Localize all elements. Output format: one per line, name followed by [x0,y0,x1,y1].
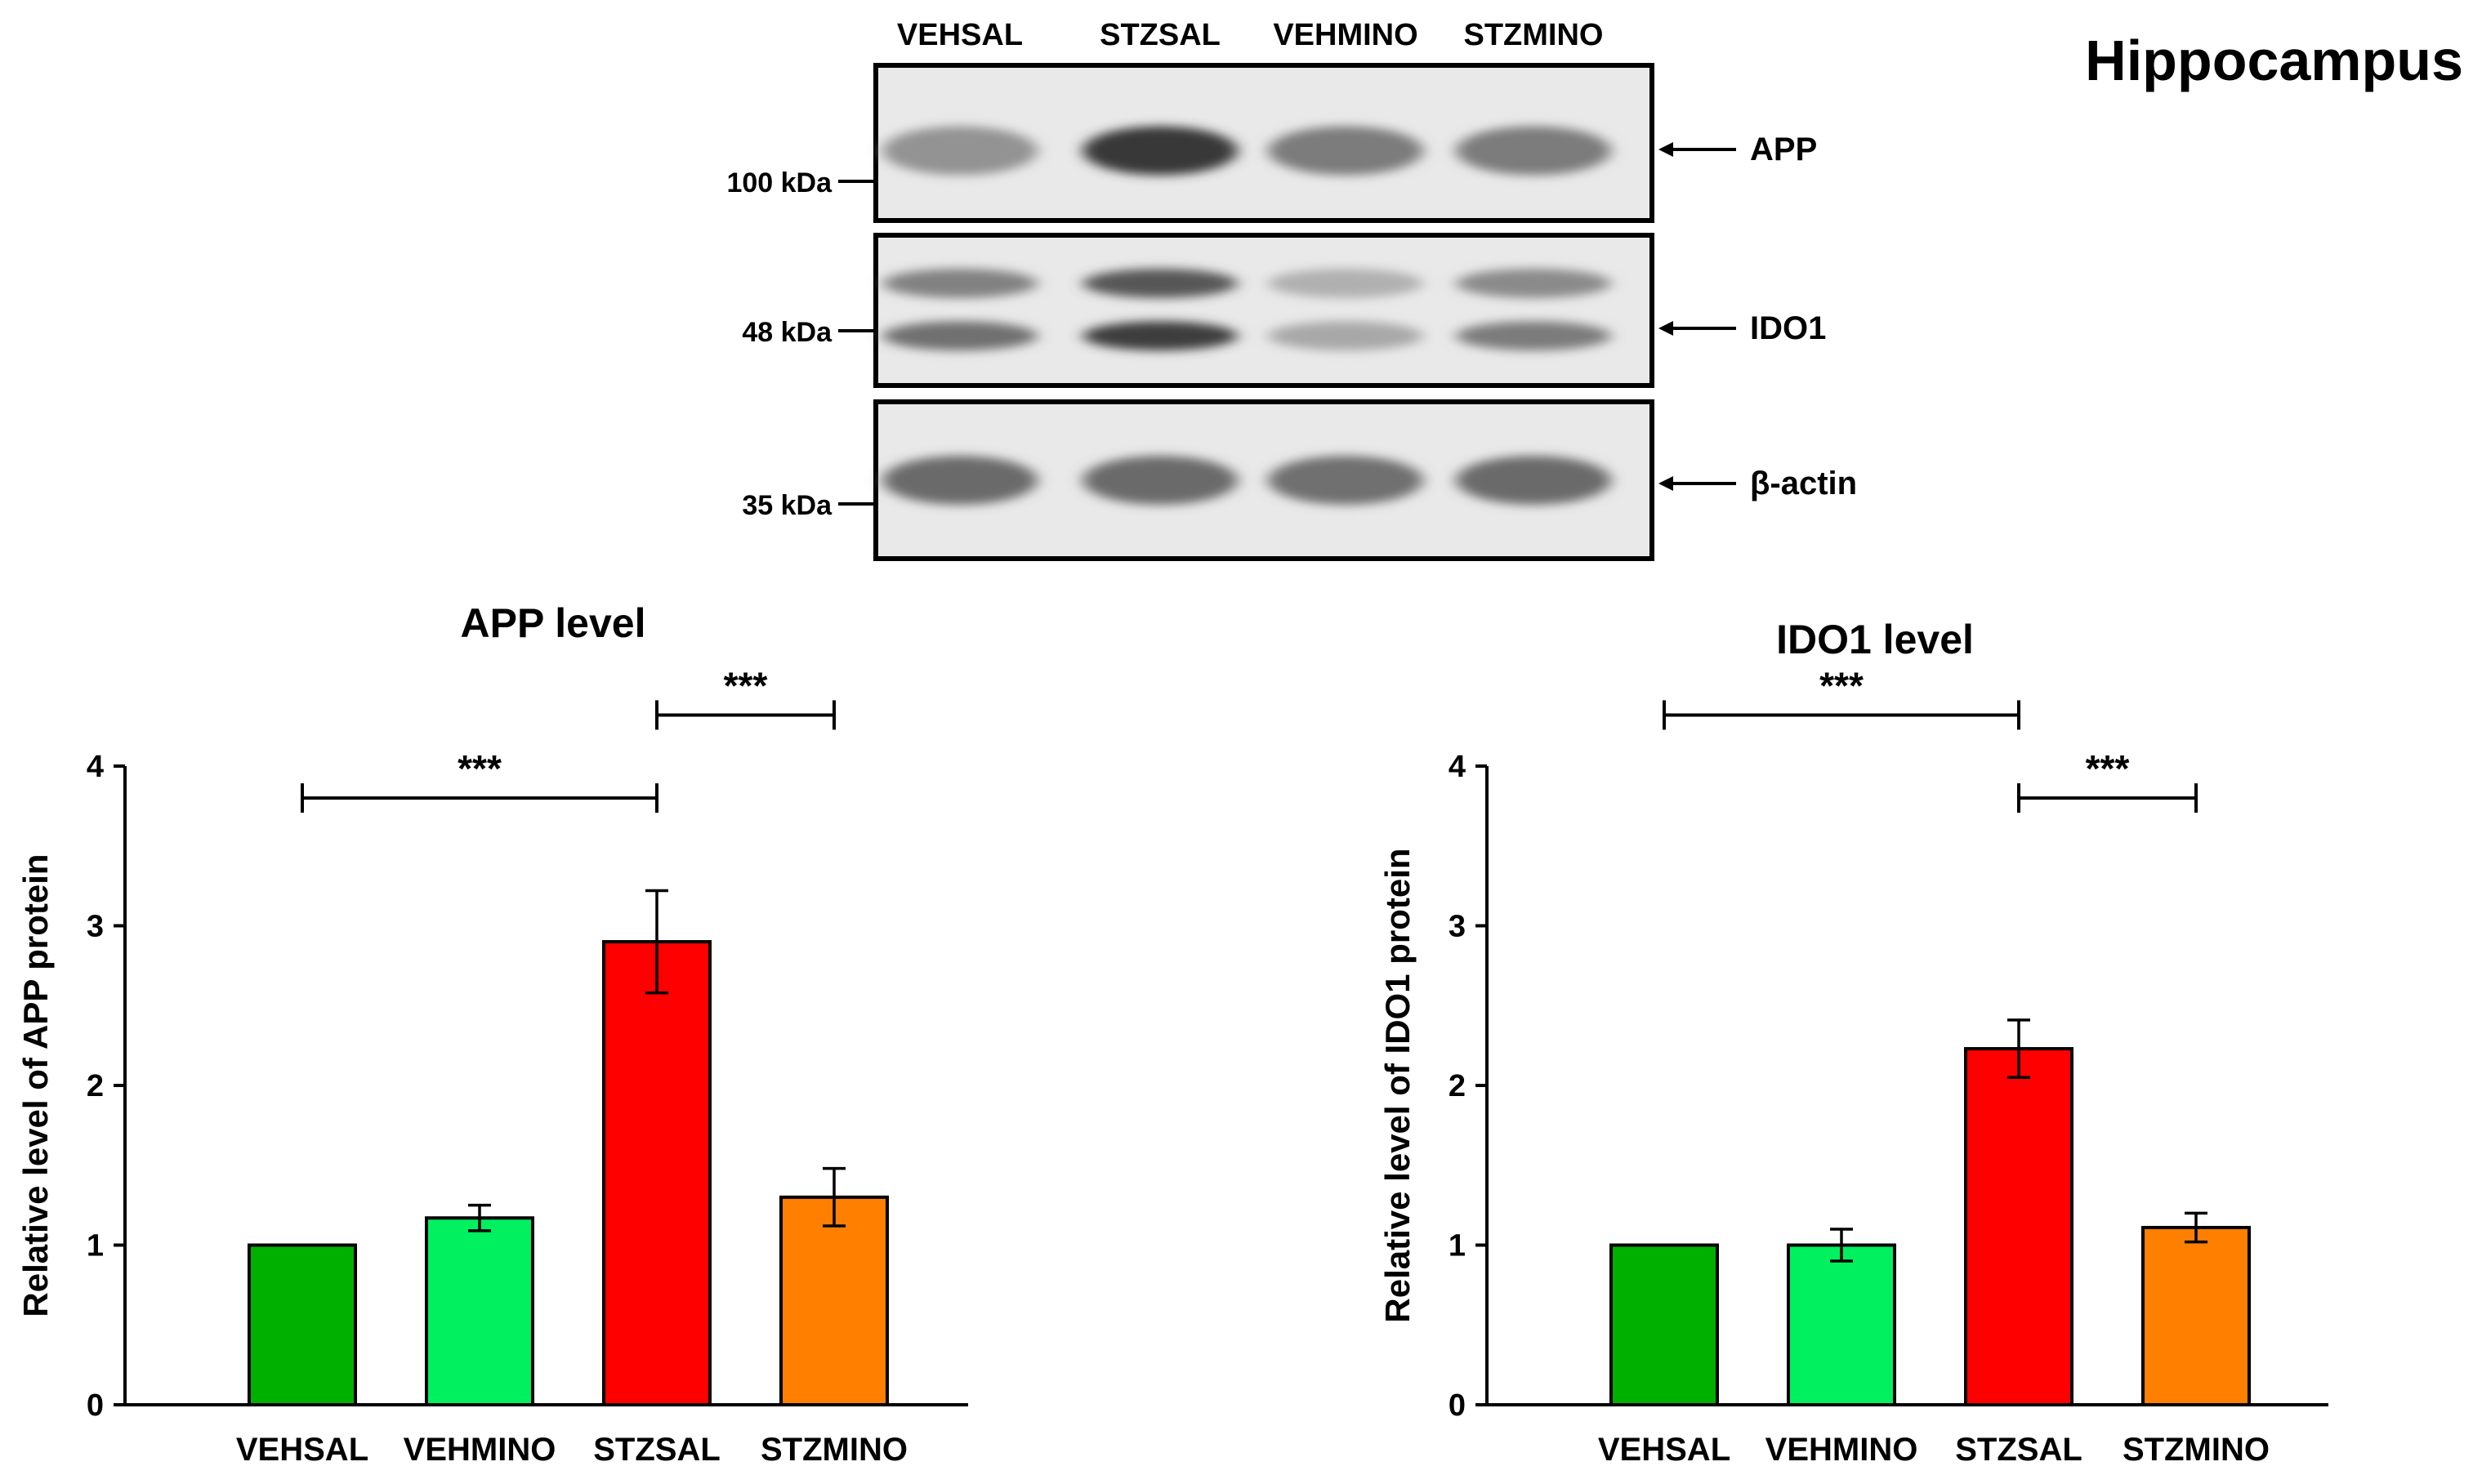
significance-bracket: *** [2017,747,2198,813]
x-tick-label-vehmino: VEHMINO [1765,1432,1918,1468]
target-label-app: APP [1750,131,1817,167]
y-tick-label: 1 [87,1229,104,1263]
significance-bracket: *** [1663,664,2020,730]
significance-label: *** [2086,747,2130,790]
band-app-vehmino [1268,126,1423,176]
x-tick-label-vehsal: VEHSAL [236,1432,368,1468]
x-tick-label-stzmino: STZMINO [761,1432,908,1468]
significance-bracket: *** [655,664,836,730]
y-axis-label: Relative level of APP protein [16,853,55,1317]
figure-title: Hippocampus [2085,29,2463,92]
band-app-stzsal [1082,126,1238,176]
marker-label-actin: 35 kDa [742,490,833,521]
band-app-stzmino [1456,126,1611,176]
y-tick-label: 2 [1449,1069,1466,1103]
band-actin-stzsal [1082,456,1238,505]
y-tick-label: 1 [1449,1229,1466,1263]
band-ido1-stzmino-2 [1456,321,1611,351]
band-ido1-stzsal-1 [1082,268,1238,298]
app-level-chart: APP level Relative level of APP protein 0 1… [16,600,968,1468]
band-app-vehsal [882,126,1038,176]
x-tick-label-stzmino: STZMINO [2123,1432,2270,1468]
lane-label-vehmino: VEHMINO [1273,18,1417,52]
y-tick-label: 4 [87,750,104,784]
chart-title: APP level [460,600,645,646]
y-tick-label: 0 [1449,1388,1466,1423]
arrow-head-actin [1658,476,1673,491]
bar-stzmino [779,1195,889,1406]
band-ido1-vehmino-2 [1268,321,1423,351]
band-actin-vehmino [1268,456,1423,505]
bar-vehsal [248,1243,357,1406]
y-tick-label: 0 [87,1388,104,1423]
band-ido1-vehsal-2 [882,321,1038,351]
x-tick-label-stzsal: STZSAL [1955,1432,2082,1468]
ido1-level-chart: IDO1 level Relative level of IDO1 protein… [1378,617,2328,1468]
significance-label: *** [1819,664,1864,706]
significance-label: *** [458,747,502,790]
arrow-head-ido1 [1658,321,1673,336]
marker-label-ido1: 48 kDa [742,317,833,348]
error-bar-stzsal [2007,1018,2030,1079]
blot-panel-ido1: 48 kDa IDO1 [742,233,1826,388]
target-label-actin: β-actin [1750,466,1857,501]
marker-label-app: 100 kDa [726,167,833,198]
y-axis-label: Relative level of IDO1 protein [1378,848,1417,1322]
error-bar-stzmino [823,1166,846,1228]
x-tick-label-stzsal: STZSAL [593,1432,721,1468]
western-blot: VEHSAL STZSAL VEHMINO STZMINO 100 kDa APP 48 k… [726,18,1857,561]
bar-stzsal [602,940,712,1407]
bar-vehsal [1609,1243,1719,1406]
band-ido1-stzmino-1 [1456,268,1611,298]
bar-vehmino [425,1216,534,1407]
lane-label-stzmino: STZMINO [1464,18,1604,52]
y-tick-label: 2 [87,1069,104,1103]
error-bar-stzmino [2185,1211,2207,1244]
significance-bracket: *** [301,747,658,813]
band-actin-stzmino [1456,456,1611,505]
significance-label: *** [724,664,768,706]
error-bar-vehmino [468,1203,491,1232]
x-tick-label-vehmino: VEHMINO [404,1432,556,1468]
blot-box-ido1 [873,233,1654,388]
x-tick-label-vehsal: VEHSAL [1598,1432,1730,1468]
y-tick-label: 3 [87,910,104,944]
chart-title: IDO1 level [1776,617,1974,662]
y-tick-label: 3 [1449,910,1466,944]
error-bar-stzsal [645,889,668,995]
blot-panel-actin: 35 kDa β-actin [742,399,1857,561]
target-label-ido1: IDO1 [1750,310,1826,346]
error-bar-vehmino [1830,1228,1853,1263]
band-ido1-vehmino-1 [1268,268,1423,298]
lane-label-vehsal: VEHSAL [897,18,1023,52]
bar-vehmino [1787,1243,1896,1406]
band-ido1-stzsal-2 [1082,321,1238,351]
blot-panel-app: 100 kDa APP [726,63,1817,223]
y-tick-label: 4 [1449,750,1466,784]
arrow-head-app [1658,142,1673,157]
band-actin-vehsal [882,456,1038,505]
band-ido1-vehsal-1 [882,268,1038,298]
lane-label-stzsal: STZSAL [1100,18,1221,52]
bar-stzmino [2141,1225,2251,1406]
bar-stzsal [1964,1047,2073,1407]
